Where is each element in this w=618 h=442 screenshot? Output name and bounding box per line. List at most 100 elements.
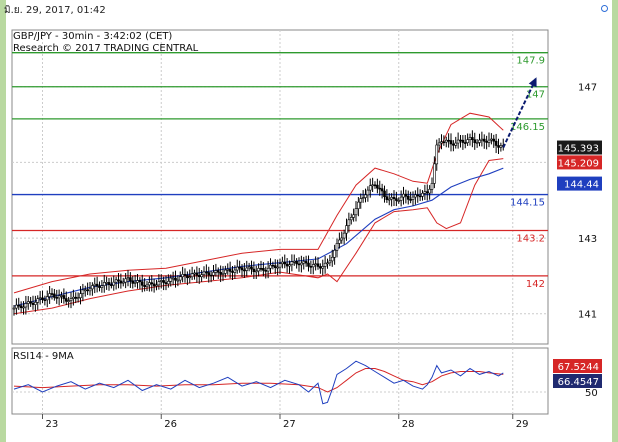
candle-body bbox=[114, 279, 118, 283]
price-tag-box bbox=[557, 140, 602, 155]
candle-body bbox=[295, 261, 298, 265]
candle-body bbox=[302, 261, 306, 264]
candle-body bbox=[421, 192, 424, 197]
candle-body bbox=[319, 266, 322, 269]
candle-body bbox=[112, 281, 116, 286]
x-tick-label: 23 bbox=[46, 419, 59, 430]
candle-body bbox=[338, 239, 341, 244]
candle-body bbox=[91, 285, 94, 290]
candle-body bbox=[162, 280, 165, 283]
candle-body bbox=[316, 263, 320, 267]
price-tag-label: 145.393 bbox=[558, 144, 599, 155]
candle-body bbox=[131, 280, 135, 284]
candle-body bbox=[76, 297, 80, 299]
candle-body bbox=[406, 195, 410, 200]
candle-body bbox=[26, 301, 30, 304]
candle-body bbox=[380, 188, 384, 192]
candle-body bbox=[490, 138, 493, 141]
candle-body bbox=[164, 282, 168, 285]
candle-body bbox=[371, 184, 374, 187]
candle-body bbox=[257, 268, 260, 272]
candle-body bbox=[482, 138, 486, 142]
candle-body bbox=[67, 300, 70, 302]
candle-body bbox=[195, 272, 199, 276]
candle-body bbox=[409, 199, 412, 201]
candle-body bbox=[12, 307, 16, 310]
candle-body bbox=[354, 208, 358, 216]
candle-body bbox=[24, 303, 28, 308]
price-axis: 141143145147 bbox=[578, 83, 597, 321]
right-frame-border bbox=[612, 0, 618, 442]
candle-body bbox=[340, 237, 344, 241]
level-label: 142 bbox=[526, 279, 545, 290]
candle-body bbox=[357, 201, 360, 209]
x-tick-label: 27 bbox=[283, 419, 296, 430]
candle-body bbox=[423, 191, 427, 194]
candle-body bbox=[74, 296, 78, 299]
candle-body bbox=[466, 139, 469, 143]
level-lines: 147.9 147 146.15 144.15 143.2 142 bbox=[12, 52, 548, 290]
rsi-tags: 67.5244 66.4547 bbox=[553, 359, 602, 388]
candle-body bbox=[444, 139, 448, 143]
candle-body bbox=[98, 285, 101, 288]
price-tag-box bbox=[557, 155, 602, 170]
rsi-axis: 50 bbox=[585, 388, 598, 399]
candle-body bbox=[323, 262, 327, 267]
candle-body bbox=[345, 225, 348, 234]
candle-body bbox=[212, 272, 215, 276]
candle-body bbox=[19, 305, 23, 309]
candle-body bbox=[233, 269, 237, 273]
candle-body bbox=[157, 281, 161, 286]
rsi-grid bbox=[12, 348, 548, 414]
candle-body bbox=[359, 198, 363, 203]
candle-body bbox=[235, 266, 239, 271]
candle-body bbox=[193, 272, 196, 275]
candle-body bbox=[435, 144, 439, 165]
candle-body bbox=[169, 277, 173, 282]
x-tick-label: 29 bbox=[516, 419, 529, 430]
candle-body bbox=[347, 219, 351, 226]
candle-body bbox=[300, 262, 303, 266]
left-frame-border bbox=[0, 0, 6, 442]
candle-body bbox=[428, 188, 431, 194]
candle-body bbox=[266, 267, 270, 272]
forecast-arrow bbox=[502, 76, 538, 148]
candle-body bbox=[200, 274, 203, 278]
candle-body bbox=[121, 281, 125, 284]
candle-body bbox=[57, 295, 61, 299]
candle-body bbox=[83, 289, 87, 292]
candle-body bbox=[278, 263, 282, 268]
candle-body bbox=[311, 264, 315, 268]
rsi-ma-line bbox=[13, 368, 504, 393]
candle-body bbox=[41, 297, 44, 300]
candle-body bbox=[330, 256, 334, 262]
candle-body bbox=[333, 249, 336, 258]
candle-body bbox=[259, 268, 263, 270]
candle-body bbox=[335, 243, 339, 251]
candle-body bbox=[290, 261, 294, 265]
candle-body bbox=[207, 272, 211, 276]
candle-body bbox=[95, 283, 99, 287]
candle-body bbox=[243, 269, 246, 272]
candle-body bbox=[342, 232, 346, 239]
y-tick-label: 147 bbox=[578, 83, 597, 94]
candle-body bbox=[349, 217, 353, 221]
candle-body bbox=[397, 200, 401, 202]
candle-body bbox=[387, 198, 391, 201]
candle-body bbox=[81, 289, 85, 294]
level-label: 147 bbox=[526, 90, 545, 101]
rsi-title: RSI14 - 9MA bbox=[13, 351, 74, 362]
candle-body bbox=[126, 277, 130, 280]
candle-body bbox=[105, 282, 108, 284]
candle-body bbox=[292, 261, 296, 263]
candle-body bbox=[447, 139, 450, 142]
candle-body bbox=[174, 277, 177, 281]
candle-body bbox=[262, 268, 265, 271]
candle-body bbox=[110, 284, 113, 287]
candle-body bbox=[307, 262, 310, 267]
candle-body bbox=[283, 261, 287, 265]
candle-body bbox=[399, 196, 403, 201]
candle-body bbox=[228, 268, 232, 272]
candle-body bbox=[366, 189, 370, 196]
